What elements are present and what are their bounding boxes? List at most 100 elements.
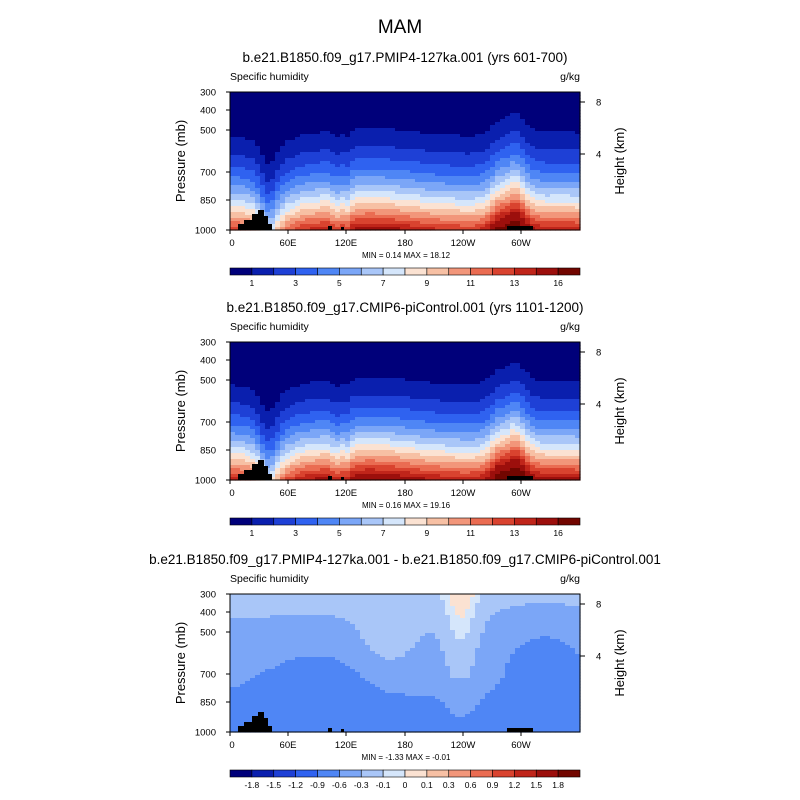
x-tick-label: 120W [451,488,476,499]
right-axis-title: Height (km) [612,377,627,444]
colorbar-label: 13 [510,278,520,288]
right-tick-label: 8 [596,600,601,611]
terrain-mask [328,226,332,230]
colorbar-box [382,517,406,526]
y-tick-label: 850 [200,446,216,457]
terrain-mask [238,712,272,732]
humidity-field [230,342,581,481]
terrain-mask [507,728,533,732]
terrain-mask [341,227,344,230]
y-tick-label: 1000 [195,728,216,739]
colorbar-box [251,769,275,778]
colorbar-box [317,517,340,526]
colorbar-label: 1.5 [530,780,542,790]
colorbar-box [360,769,384,778]
colorbar-box [404,267,428,276]
y-tick-label: 850 [200,698,216,709]
x-tick-label: 120E [335,740,357,751]
y-axis-title: Pressure (mb) [173,622,188,704]
x-tick-label: 0 [229,238,234,249]
colorbar-label: 7 [381,528,386,538]
colorbar-label: 5 [337,278,342,288]
colorbar: 1 3 5 7 9 11 13 16 [229,517,581,538]
colorbar-label: -1.5 [266,780,281,790]
y-tick-label: 500 [200,628,216,639]
terrain-mask [328,728,332,732]
y-tick-label: 300 [200,88,216,99]
right-tick-label: 8 [596,98,601,109]
colorbar-label: 0 [403,780,408,790]
right-tick-label: 4 [596,652,601,663]
humidity-field [230,594,581,733]
colorbar-label: 0.6 [465,780,477,790]
panels: b.e21.B1850.f09_g17.PMIP4-127ka.001 (yrs… [149,50,661,790]
min-max-stats: MIN = 0.16 MAX = 19.16 [362,501,451,510]
y-axis-title: Pressure (mb) [173,120,188,202]
right-tick-label: 4 [596,150,601,161]
colorbar-label: 1 [250,528,255,538]
colorbar-box [360,267,384,276]
colorbar-box [317,267,340,276]
x-tick-label: 180 [397,238,413,249]
terrain-mask [238,210,272,230]
left-string: Specific humidity [230,321,310,333]
min-max-stats: MIN = 0.14 MAX = 18.12 [362,251,451,260]
colorbar-box [382,267,406,276]
colorbar-box [295,769,318,778]
colorbar-box [492,769,515,778]
colorbar-label: 9 [425,278,430,288]
colorbar-box [339,769,362,778]
colorbar-box [557,267,581,276]
colorbar-label: 0.3 [443,780,455,790]
x-tick-label: 60E [280,238,297,249]
colorbar-label: 16 [553,278,563,288]
colorbar-box [251,267,275,276]
panel-title: b.e21.B1850.f09_g17.PMIP4-127ka.001 - b.… [149,552,661,567]
chart-panel-2: b.e21.B1850.f09_g17.CMIP6-piControl.001 … [173,300,627,538]
colorbar-label: 3 [293,528,298,538]
colorbar-label: 7 [381,278,386,288]
figure-title: MAM [378,17,422,38]
colorbar-box [470,517,493,526]
colorbar-box [492,517,515,526]
colorbar-label: 1 [250,278,255,288]
colorbar-label: 13 [510,528,520,538]
colorbar-box [273,517,296,526]
colorbar-label: -1.8 [245,780,260,790]
colorbar-box [535,769,559,778]
colorbar-label: 1.2 [508,780,520,790]
colorbar-box [382,769,406,778]
right-tick-label: 4 [596,400,601,411]
colorbar-box [470,769,493,778]
colorbar-label: 5 [337,528,342,538]
colorbar-box [273,769,296,778]
colorbar-box [514,769,537,778]
y-axis-title: Pressure (mb) [173,370,188,452]
colorbar-box [426,769,450,778]
x-tick-label: 60W [511,740,531,751]
x-tick-label: 120E [335,238,357,249]
x-tick-label: 60W [511,238,531,249]
x-tick-label: 120W [451,740,476,751]
colorbar-label: -0.3 [354,780,369,790]
colorbar-box [557,517,581,526]
colorbar-box [317,769,340,778]
colorbar-box [404,517,428,526]
y-tick-label: 1000 [195,476,216,487]
colorbar-label: 0.9 [487,780,499,790]
colorbar-box [492,267,515,276]
x-tick-label: 60W [511,488,531,499]
x-tick-label: 180 [397,488,413,499]
x-tick-label: 60E [280,488,297,499]
colorbar-label: 1.8 [552,780,564,790]
chart-panel-1: b.e21.B1850.f09_g17.PMIP4-127ka.001 (yrs… [173,50,627,288]
colorbar-box [535,267,559,276]
terrain-mask [238,460,272,480]
min-max-stats: MIN = -1.33 MAX = -0.01 [362,753,451,762]
panel-title: b.e21.B1850.f09_g17.CMIP6-piControl.001 … [227,300,584,315]
colorbar-label: 0.1 [421,780,433,790]
x-tick-label: 120W [451,238,476,249]
y-tick-label: 300 [200,590,216,601]
units-label: g/kg [560,321,580,333]
